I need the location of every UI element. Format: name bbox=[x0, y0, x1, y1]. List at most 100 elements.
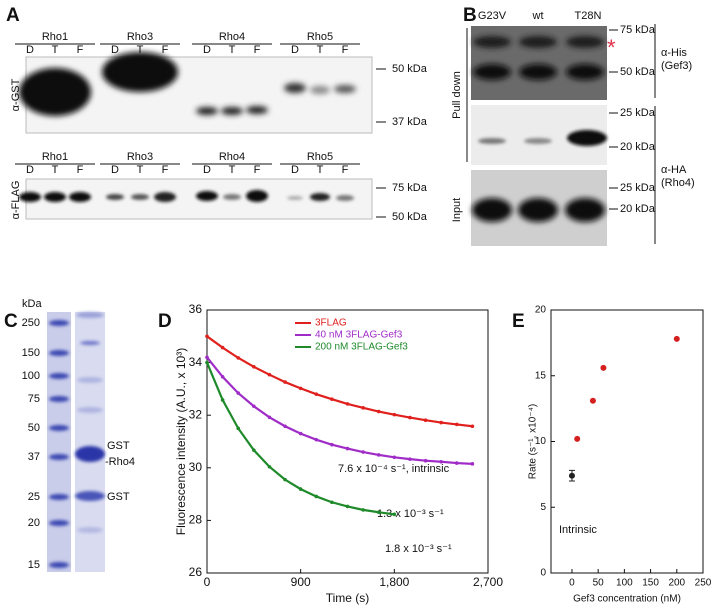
y-tick-label: 20 bbox=[535, 305, 547, 316]
lane-label: T bbox=[137, 44, 144, 56]
y-tick-label: 34 bbox=[189, 355, 203, 369]
y-tick-label: 30 bbox=[189, 460, 203, 474]
marker-label: 25 kDa bbox=[620, 182, 656, 194]
side-label: Pull down bbox=[451, 71, 463, 119]
lane-label: F bbox=[77, 164, 84, 176]
data-point bbox=[600, 364, 607, 371]
lane-label: T bbox=[137, 164, 144, 176]
x-tick-label: 900 bbox=[291, 575, 311, 589]
marker-label: 100 bbox=[22, 370, 40, 382]
marker-label: 50 bbox=[28, 422, 40, 434]
y-tick-label: 0 bbox=[540, 568, 546, 579]
x-tick-label: 200 bbox=[668, 578, 685, 589]
legend-label: 40 nM 3FLAG-Gef3 bbox=[315, 330, 403, 341]
plot-frame bbox=[206, 309, 489, 574]
lane-label: D bbox=[291, 164, 299, 176]
marker-label: 25 bbox=[28, 491, 40, 503]
band-label: -Rho4 bbox=[105, 456, 135, 468]
band-label: GST bbox=[107, 440, 130, 452]
lane-group-label: Rho3 bbox=[127, 31, 153, 43]
marker-label: 25 kDa bbox=[620, 107, 656, 119]
data-point bbox=[574, 435, 581, 442]
marker-label: 15 bbox=[28, 559, 40, 571]
ladder-band bbox=[49, 520, 69, 526]
marker-label: 50 kDa bbox=[392, 63, 428, 75]
blot-pulldown: 75 kDa 50 kDa 25 kDa 20 kDa 25 kDa 20 kD… bbox=[451, 10, 695, 246]
annotation: 1.8 x 10⁻³ s⁻¹ bbox=[385, 543, 452, 555]
lane-label: T bbox=[317, 164, 324, 176]
lane-label: T bbox=[229, 164, 236, 176]
ladder-band bbox=[49, 350, 69, 356]
ladder-band bbox=[49, 425, 69, 431]
ladder-band bbox=[49, 494, 69, 500]
lane-group-label: Rho3 bbox=[127, 151, 153, 163]
asterisk: * bbox=[607, 35, 616, 60]
lane-label: F bbox=[342, 44, 349, 56]
marker-label: 50 kDa bbox=[392, 211, 428, 223]
marker-label: 20 kDa bbox=[620, 203, 656, 215]
y-axis-title: Rate (s⁻¹, x10⁻⁴) bbox=[528, 404, 539, 479]
legend-label: 3FLAG bbox=[315, 318, 347, 329]
lane-label: D bbox=[111, 44, 119, 56]
lane-group-label: Rho5 bbox=[307, 31, 333, 43]
panel-label: C bbox=[4, 311, 18, 332]
band-label: GST bbox=[107, 491, 130, 503]
antibody-label: α-His bbox=[661, 47, 687, 59]
fit-line bbox=[206, 356, 473, 465]
x-tick-label: 100 bbox=[616, 578, 633, 589]
ladder-band bbox=[49, 396, 69, 402]
lane-label: T28N bbox=[575, 10, 602, 22]
y-tick-label: 5 bbox=[540, 502, 546, 513]
lane-label: D bbox=[111, 164, 119, 176]
y-tick-label: 15 bbox=[535, 370, 547, 381]
marker-label: 75 kDa bbox=[620, 24, 656, 36]
panel-label: B bbox=[463, 5, 477, 26]
lane-label: T bbox=[317, 44, 324, 56]
blot-flag: α-FLAG 75 kDa 50 kDa bbox=[10, 178, 428, 223]
legend-label: 200 nM 3FLAG-Gef3 bbox=[315, 342, 408, 353]
x-tick-label: 0 bbox=[204, 575, 211, 589]
data-point bbox=[568, 472, 575, 479]
lane-group-label: Rho1 bbox=[42, 31, 68, 43]
lane-label: D bbox=[203, 164, 211, 176]
marker-label: 50 kDa bbox=[620, 66, 656, 78]
x-tick-label: 250 bbox=[695, 578, 712, 589]
data-point bbox=[589, 397, 596, 404]
y-tick-label: 32 bbox=[189, 407, 203, 421]
x-tick-label: 0 bbox=[569, 578, 575, 589]
x-axis-title: Gef3 concentration (nM) bbox=[573, 594, 681, 605]
lane-label: wt bbox=[532, 10, 544, 22]
panel-label: E bbox=[512, 311, 525, 332]
x-tick-label: 2,700 bbox=[473, 575, 503, 589]
gel: kDa GST -Rho4 GST bbox=[22, 298, 135, 572]
marker-label: 20 kDa bbox=[620, 141, 656, 153]
marker-label: 20 bbox=[28, 517, 40, 529]
panel-label: A bbox=[6, 5, 20, 26]
lane-label: F bbox=[162, 164, 169, 176]
panel-label: D bbox=[158, 311, 172, 332]
marker-label: 75 kDa bbox=[392, 182, 428, 194]
y-tick-label: 26 bbox=[189, 565, 203, 579]
x-tick-label: 150 bbox=[642, 578, 659, 589]
x-tick-label: 50 bbox=[593, 578, 605, 589]
lane-group-label: Rho5 bbox=[307, 151, 333, 163]
antibody-label: (Rho4) bbox=[661, 177, 695, 189]
lane-label: G23V bbox=[478, 10, 507, 22]
marker-label: 37 bbox=[28, 451, 40, 463]
marker-label: 150 bbox=[22, 347, 40, 359]
y-tick-label: 28 bbox=[189, 513, 203, 527]
lane-label: F bbox=[162, 44, 169, 56]
marker-label: 75 bbox=[28, 393, 40, 405]
lane-label: F bbox=[342, 164, 349, 176]
marker-label: 250 bbox=[22, 317, 40, 329]
fit-line bbox=[206, 335, 473, 428]
antibody-label: α-FLAG bbox=[10, 181, 22, 220]
chart: 7.6 x 10⁻⁴ s⁻¹, intrinsic 1.3 x 10⁻³ s⁻¹… bbox=[174, 302, 503, 605]
lane-label: F bbox=[254, 44, 261, 56]
y-tick-label: 36 bbox=[189, 302, 203, 316]
antibody-label: (Gef3) bbox=[661, 60, 692, 72]
lane-label: T bbox=[229, 44, 236, 56]
ladder-band bbox=[49, 320, 69, 326]
